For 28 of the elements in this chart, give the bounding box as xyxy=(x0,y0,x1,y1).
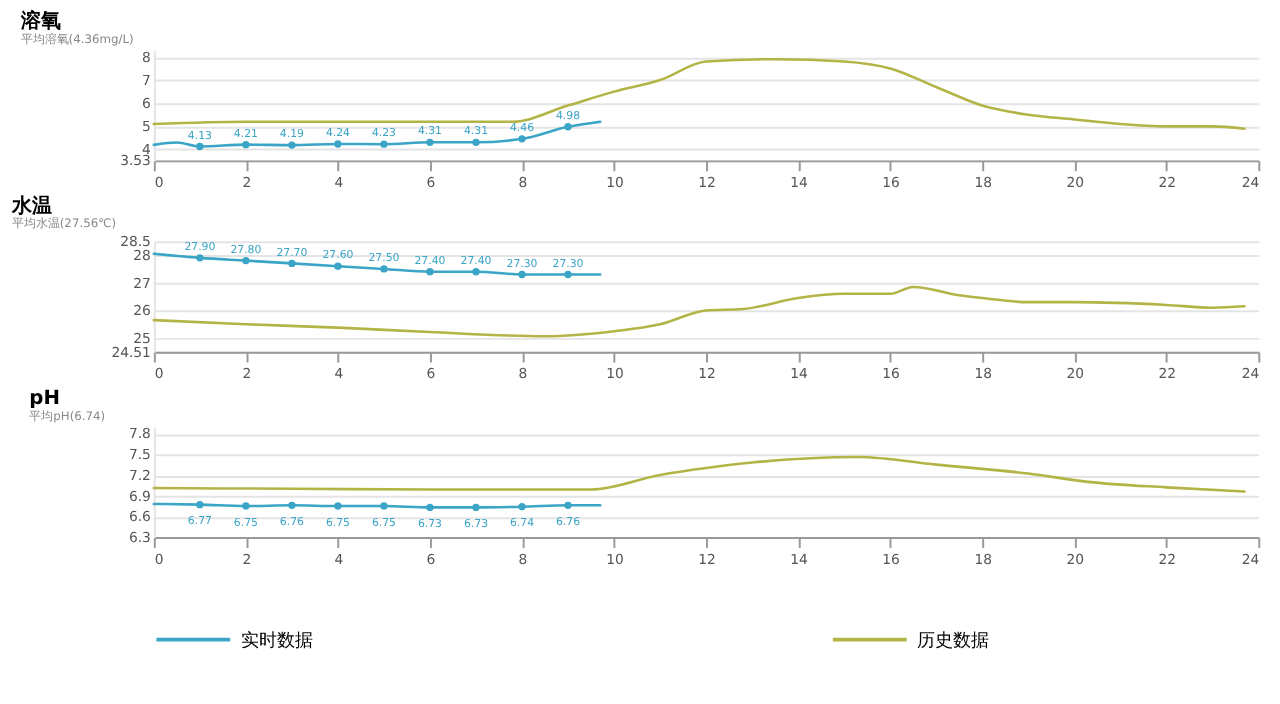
point xyxy=(426,268,434,276)
point xyxy=(518,270,526,279)
legend-label: 实时数据 xyxy=(240,629,313,652)
chart-title: 溶氧 xyxy=(18,9,61,34)
point xyxy=(518,135,526,143)
point xyxy=(288,259,296,268)
chart-title: 水温 xyxy=(9,193,52,218)
point xyxy=(564,123,572,131)
point xyxy=(242,256,250,265)
point xyxy=(242,140,250,149)
point xyxy=(564,270,572,279)
point xyxy=(426,138,434,147)
line-series xyxy=(152,120,602,151)
line-series xyxy=(152,57,1246,130)
point xyxy=(380,140,388,148)
point xyxy=(196,142,204,151)
line-series xyxy=(152,285,1246,338)
point xyxy=(472,268,480,276)
point xyxy=(334,262,342,270)
point xyxy=(196,254,204,262)
line-series xyxy=(152,252,602,279)
line-series xyxy=(152,455,1246,493)
point xyxy=(334,140,342,148)
point xyxy=(288,141,296,149)
point xyxy=(472,138,480,147)
point xyxy=(380,265,388,273)
legend-label: 历史数据 xyxy=(917,629,990,652)
chart-title: pH xyxy=(29,387,60,410)
